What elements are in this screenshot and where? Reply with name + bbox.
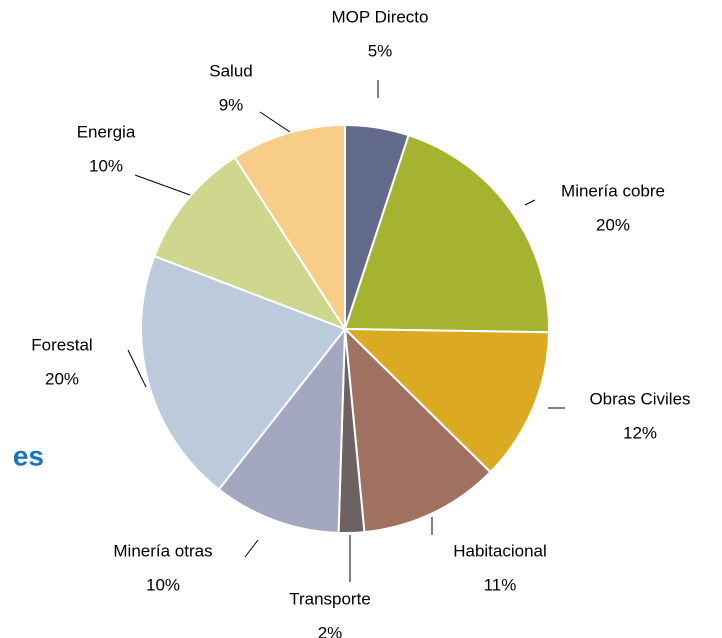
pie-slice bbox=[140, 254, 347, 491]
leader-line bbox=[259, 111, 291, 133]
slice-label: Salud bbox=[209, 61, 252, 80]
pie-slice bbox=[342, 327, 550, 474]
slice-label: MOP Directo bbox=[332, 7, 429, 26]
slice-label: Minería cobre bbox=[561, 181, 665, 200]
leader-line bbox=[134, 174, 191, 196]
pie-slice bbox=[343, 326, 492, 534]
leader-line bbox=[524, 199, 536, 206]
pie-slice bbox=[233, 123, 346, 333]
slice-label: Transporte bbox=[289, 589, 371, 608]
pie-slice bbox=[153, 156, 348, 332]
slice-label: Energia bbox=[77, 122, 136, 141]
slice-value-label: 10% bbox=[89, 156, 123, 175]
slice-label: Obras Civiles bbox=[589, 389, 690, 408]
slice-label: Habitacional bbox=[453, 541, 547, 560]
slice-label: Minería otras bbox=[113, 541, 212, 560]
pie-slice bbox=[343, 133, 550, 334]
leader-line bbox=[127, 349, 147, 388]
annotation: es bbox=[13, 440, 44, 471]
slice-label: Forestal bbox=[31, 335, 92, 354]
slice-value-label: 2% bbox=[318, 623, 343, 638]
leader-line bbox=[244, 539, 259, 558]
slice-value-label: 12% bbox=[623, 423, 657, 442]
pie-slice bbox=[217, 325, 347, 534]
slice-value-label: 5% bbox=[368, 41, 393, 60]
slice-value-label: 10% bbox=[146, 575, 180, 594]
slice-value-label: 20% bbox=[45, 369, 79, 388]
slice-value-label: 9% bbox=[219, 95, 244, 114]
slice-value-label: 11% bbox=[484, 575, 517, 594]
slice-value-label: 20% bbox=[596, 215, 630, 234]
